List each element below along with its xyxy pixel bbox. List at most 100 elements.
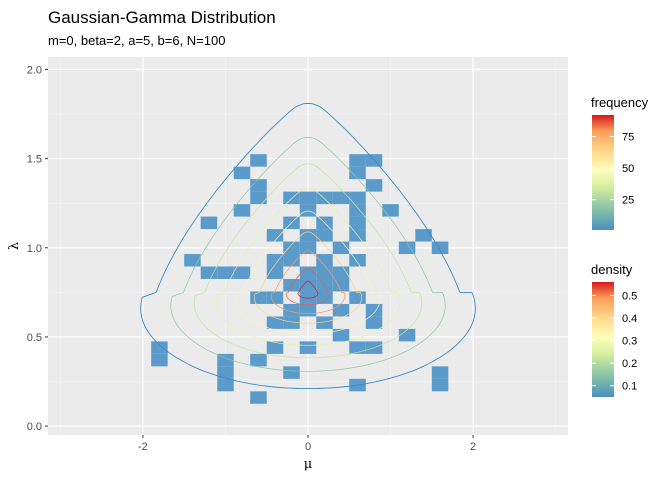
heat-tile [415,229,432,242]
heat-tile [217,366,234,379]
heat-tile [398,241,416,255]
heat-tile [316,266,333,279]
heat-tile [316,254,333,267]
legend-tick-label: 75 [622,131,634,143]
heat-tile [332,328,350,342]
heat-tile [349,291,366,304]
legend-frequency: frequency 25 50 75 [591,95,649,230]
heat-tile [250,391,267,404]
y-tick-label: 1.5 [27,154,42,166]
heat-tile [250,154,267,167]
heat-tile [299,191,317,205]
legend-tick-label: 50 [622,163,634,175]
heat-tile [299,266,317,279]
heat-tile [299,204,317,217]
heat-tile [349,191,366,205]
heat-tile [299,241,317,255]
legend-tick-label: 0.4 [622,313,637,325]
legend-density-title: density [591,262,633,277]
y-tick-label: 1.0 [27,243,42,255]
x-axis-ticks: -2 0 2 [138,435,476,453]
heat-tile [332,191,350,205]
heat-tile [349,216,366,230]
y-axis-label: λ [7,242,22,250]
heat-tile [299,303,317,317]
heat-tile [266,266,284,279]
y-tick-label: 0.5 [27,332,42,344]
chart-subtitle: m=0, beta=2, a=5, b=6, N=100 [48,33,225,48]
heat-tile [266,341,284,354]
heat-tile [250,179,267,192]
heat-tile [349,341,366,354]
heat-tile [349,254,366,267]
heat-tile [299,278,317,292]
heat-tile [283,303,300,317]
heat-tile [332,278,350,292]
legend-density: density 0.1 0.2 0.3 0.4 0.5 [591,262,637,397]
heat-tile [233,204,251,217]
y-axis-ticks: 0.0 0.5 1.0 1.5 2.0 [27,64,48,433]
legend-tick-label: 0.2 [622,358,637,370]
heat-tile [283,254,300,267]
heat-tile [217,266,234,279]
frequency-tiles [151,154,449,404]
x-tick-label: -2 [138,441,148,453]
density-contour [215,188,401,346]
heat-tile [217,353,234,367]
heat-tile [250,191,267,205]
heat-tile [250,353,267,367]
heat-tile [233,166,251,180]
legend-tick-label: 25 [622,195,634,207]
x-axis-label: μ [304,457,312,472]
heat-tile [349,166,366,180]
heat-tile [431,378,449,392]
heat-tile [365,179,383,192]
heat-tile [349,204,366,217]
legend-tick-label: 0.1 [622,381,637,393]
heat-tile [332,266,350,279]
heat-tile [332,303,350,317]
y-tick-label: 0.0 [27,421,42,433]
heat-tile [283,316,300,329]
heat-tile [431,366,449,379]
heat-tile [200,216,218,230]
density-contour [170,137,446,372]
density-contours [140,102,476,390]
heat-tile [365,316,383,329]
heat-tile [299,229,317,242]
density-contour [285,267,331,306]
legend-tick-label: 0.5 [622,291,637,303]
heat-tile [250,291,267,304]
density-contour [297,280,319,299]
heat-tile [283,366,300,379]
density-contour [235,210,381,335]
heat-tile [217,378,234,392]
chart-title: Gaussian-Gamma Distribution [48,8,276,27]
density-contour [140,102,476,390]
heat-tile [365,303,383,317]
heat-tile [299,341,317,354]
heat-tile [382,204,399,217]
legend-frequency-title: frequency [591,95,649,110]
heat-tile [266,291,284,304]
heat-tile [299,291,317,304]
legend-density-colorbar [592,282,614,397]
heat-tile [151,353,168,367]
heat-tile [283,241,300,255]
heat-tile [151,341,168,354]
heat-tile [431,241,449,255]
heat-tile [233,266,251,279]
density-contour [270,250,346,314]
x-tick-label: 0 [305,441,311,453]
y-tick-label: 2.0 [27,64,42,76]
heat-tile [266,254,284,267]
heat-tile [316,229,333,242]
legend-frequency-colorbar [592,115,614,230]
heat-tile [316,291,333,304]
density-contour [193,163,423,359]
heat-tile [332,241,350,255]
heat-tile [200,266,218,279]
heat-tile [349,154,366,167]
heat-tile [266,316,284,329]
